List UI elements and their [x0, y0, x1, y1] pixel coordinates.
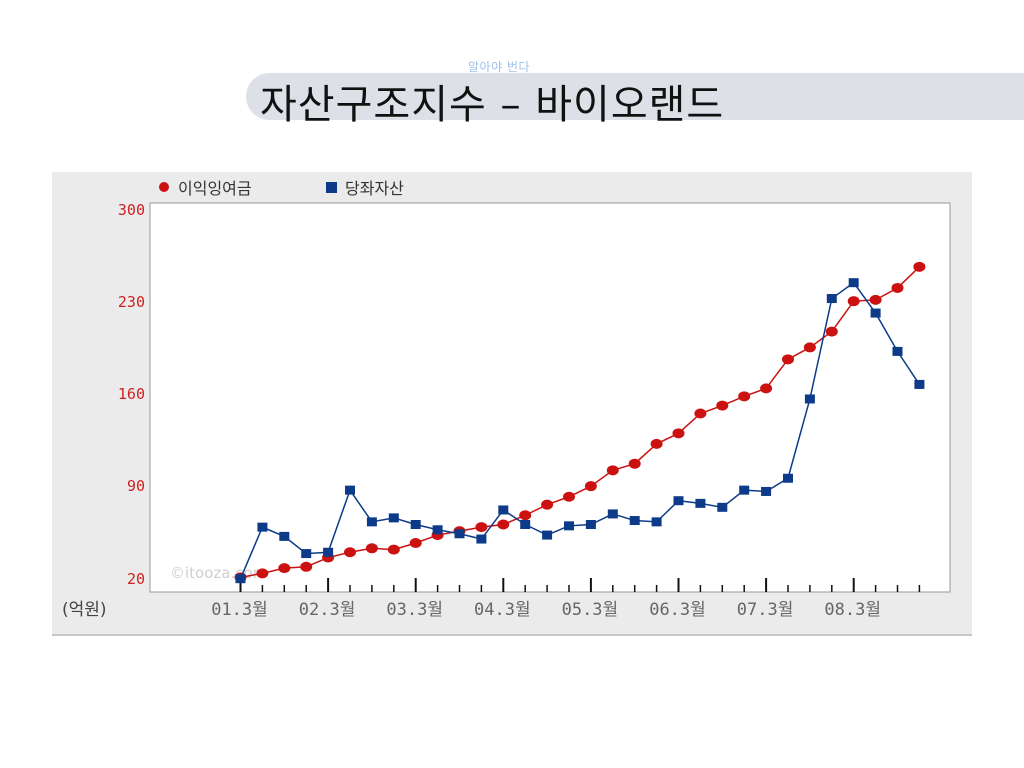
y-axis-unit-label: (억원) — [62, 600, 107, 620]
data-point — [541, 499, 554, 510]
legend-marker-current-assets — [326, 182, 337, 193]
watermark: ©itooza.com — [170, 564, 267, 582]
data-point — [279, 531, 290, 541]
data-point — [344, 547, 356, 558]
data-point — [847, 296, 860, 307]
data-point — [804, 394, 815, 404]
data-point — [564, 521, 574, 531]
data-point — [694, 408, 707, 419]
data-point — [235, 574, 246, 584]
data-point — [869, 294, 882, 305]
data-point — [739, 485, 750, 495]
y-tick-label: 90 — [127, 477, 145, 495]
y-axis: 300 230 160 90 20 — [118, 201, 145, 588]
data-point — [584, 481, 597, 492]
data-point — [520, 520, 531, 529]
data-point — [519, 510, 532, 521]
data-point — [782, 354, 794, 365]
data-point — [366, 517, 377, 527]
data-point — [716, 400, 729, 411]
x-axis-labels: 01.3월 02.3월 03.3월 04.3월 05.3월 06.3월 07.3월 08.3월 — [211, 600, 881, 620]
data-point — [432, 525, 443, 535]
x-tick-label: 01.3월 — [211, 600, 268, 620]
data-point — [629, 516, 640, 526]
x-tick-label: 06.3월 — [649, 600, 706, 620]
slide-subtitle: 알아야 번다 — [468, 60, 531, 74]
data-point — [738, 391, 751, 402]
y-tick-label: 160 — [118, 385, 145, 403]
data-point — [760, 383, 773, 394]
data-point — [673, 496, 684, 506]
legend-label-profit: 이익잉여금 — [178, 179, 252, 198]
data-point — [892, 346, 903, 356]
data-point — [628, 458, 641, 469]
data-point — [475, 522, 488, 533]
data-point — [914, 379, 925, 389]
data-point — [585, 520, 596, 529]
data-point — [848, 278, 859, 288]
legend: 이익잉여금 당좌자산 — [159, 179, 404, 198]
data-point — [695, 498, 706, 508]
data-point — [409, 538, 422, 548]
x-tick-label: 03.3월 — [386, 600, 443, 620]
data-point — [870, 308, 881, 318]
data-point — [825, 326, 838, 337]
series-layer — [234, 261, 926, 584]
data-point — [891, 282, 904, 293]
data-point — [498, 505, 509, 515]
data-point — [607, 509, 618, 519]
x-tick-label: 04.3월 — [474, 600, 531, 620]
x-tick-label: 07.3월 — [737, 600, 794, 620]
data-point — [345, 485, 355, 495]
y-tick-label: 230 — [118, 293, 145, 311]
series-profit — [234, 261, 926, 583]
series-current-assets — [235, 278, 925, 584]
data-point — [256, 568, 269, 579]
data-point — [323, 547, 334, 557]
x-axis-ticks — [239, 578, 921, 592]
data-point — [257, 522, 268, 532]
data-point — [497, 519, 510, 530]
legend-marker-profit — [159, 182, 169, 192]
data-point — [826, 294, 837, 304]
title-bar — [246, 73, 1024, 120]
data-point — [783, 473, 793, 483]
data-point — [717, 502, 728, 512]
data-point — [301, 549, 312, 559]
data-point — [651, 517, 662, 527]
slide-title: 자산구조지수 – 바이오랜드 — [260, 82, 725, 128]
data-point — [454, 529, 465, 539]
x-tick-label: 05.3월 — [562, 600, 619, 620]
data-point — [410, 520, 421, 529]
data-point — [650, 438, 663, 449]
legend-label-current-assets: 당좌자산 — [345, 179, 404, 198]
data-point — [913, 261, 926, 272]
x-tick-label: 08.3월 — [824, 600, 881, 620]
data-point — [387, 544, 400, 555]
data-point — [606, 465, 619, 476]
data-point — [672, 428, 685, 439]
series-line — [239, 281, 921, 579]
data-point — [563, 491, 575, 502]
data-point — [803, 342, 816, 353]
y-tick-label: 300 — [118, 201, 145, 219]
data-point — [300, 561, 313, 572]
data-point — [476, 534, 487, 544]
plot-area — [149, 202, 951, 593]
y-tick-label: 20 — [127, 570, 145, 588]
data-point — [278, 563, 291, 574]
data-point — [365, 543, 378, 554]
data-point — [761, 486, 772, 496]
data-point — [388, 513, 399, 523]
x-tick-label: 02.3월 — [299, 600, 356, 620]
data-point — [542, 530, 553, 540]
